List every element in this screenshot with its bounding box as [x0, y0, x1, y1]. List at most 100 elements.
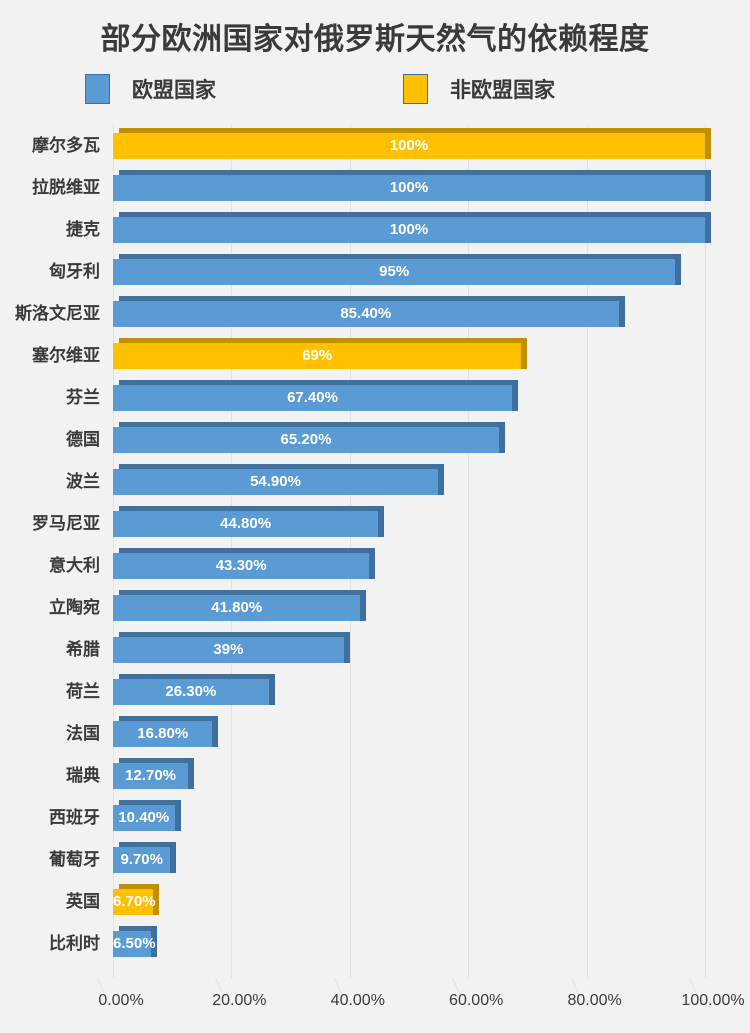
- bar-side-face: [521, 338, 528, 369]
- bar[interactable]: 100%: [113, 128, 711, 159]
- bar[interactable]: 6.70%: [113, 884, 159, 915]
- bar[interactable]: 39%: [113, 632, 350, 663]
- category-label: 荷兰: [66, 682, 100, 701]
- bar-front-face: [113, 847, 171, 873]
- bar[interactable]: 26.30%: [113, 674, 275, 705]
- category-label: 德国: [66, 430, 100, 449]
- bar-front-face: [113, 427, 499, 453]
- bar[interactable]: 69%: [113, 338, 528, 369]
- bar-clip: 69%: [113, 335, 750, 377]
- bar[interactable]: 43.30%: [113, 548, 376, 579]
- x-axis-tick: 100.00%: [681, 992, 745, 1009]
- bar-clip: 10.40%: [113, 797, 750, 839]
- bar-top-face: [119, 506, 385, 511]
- bar-value-label: 54.90%: [250, 473, 301, 490]
- x-axis-tick-labels: 0.00% 20.00% 40.00% 60.00% 80.00% 100.00%: [0, 992, 750, 1022]
- bar[interactable]: 100%: [113, 170, 711, 201]
- bar-top-face: [119, 422, 505, 427]
- category-label: 斯洛文尼亚: [15, 304, 100, 323]
- category-label: 瑞典: [66, 766, 100, 785]
- chart-bars: 摩尔多瓦 100% 拉脱维亚 100% 捷克 100% 匈牙利 95% 斯洛文尼亚 85.40% 塞…: [0, 125, 750, 965]
- bar-front-face: [113, 259, 676, 285]
- category-label: 立陶宛: [49, 598, 100, 617]
- bar-side-face: [151, 926, 158, 957]
- bar-side-face: [705, 212, 711, 243]
- bar[interactable]: 44.80%: [113, 506, 385, 537]
- chart-row: 荷兰 26.30%: [0, 671, 750, 713]
- bar-front-face: [113, 469, 438, 495]
- bar[interactable]: 41.80%: [113, 590, 367, 621]
- category-label: 比利时: [49, 934, 100, 953]
- bar[interactable]: 12.70%: [113, 758, 195, 789]
- bar-side-face: [268, 674, 275, 705]
- legend-label-non-eu: 非欧盟国家: [450, 78, 555, 102]
- chart-row: 罗马尼亚 44.80%: [0, 503, 750, 545]
- category-label: 希腊: [66, 640, 100, 659]
- category-label: 匈牙利: [49, 262, 100, 281]
- bar-side-face: [705, 170, 711, 201]
- chart-row: 瑞典 12.70%: [0, 755, 750, 797]
- bar[interactable]: 10.40%: [113, 800, 181, 831]
- chart-row: 塞尔维亚 69%: [0, 335, 750, 377]
- bar[interactable]: 16.80%: [113, 716, 219, 747]
- bar[interactable]: 65.20%: [113, 422, 505, 453]
- bar-clip: 65.20%: [113, 419, 750, 461]
- bar-value-label: 95%: [379, 263, 410, 280]
- chart-row: 匈牙利 95%: [0, 251, 750, 293]
- category-label: 捷克: [66, 220, 100, 239]
- bar-top-face: [119, 212, 711, 217]
- legend-swatch-non-eu: [403, 74, 428, 104]
- legend-item-eu[interactable]: 欧盟国家: [85, 72, 216, 106]
- bar[interactable]: 100%: [113, 212, 711, 243]
- bar-front-face: [113, 931, 152, 957]
- x-axis-tick: 60.00%: [449, 992, 504, 1009]
- bar-clip: 85.40%: [113, 293, 750, 335]
- bar-top-face: [119, 716, 219, 721]
- legend-swatch-eu: [85, 74, 110, 104]
- bar-top-face: [119, 254, 682, 259]
- bar-clip: 95%: [113, 251, 750, 293]
- x-axis-tick: 40.00%: [330, 992, 385, 1009]
- bar-value-label: 26.30%: [165, 683, 217, 700]
- page-title: 部分欧洲国家对俄罗斯天然气的依赖程度: [100, 23, 650, 56]
- bar-side-face: [369, 548, 376, 579]
- bar-top-face: [119, 842, 177, 847]
- bar-top-face: [119, 590, 367, 595]
- category-label: 罗马尼亚: [32, 514, 100, 533]
- bar-clip: 16.80%: [113, 713, 750, 755]
- bar-top-face: [119, 338, 528, 343]
- x-axis-tick: 20.00%: [212, 992, 267, 1009]
- bar-front-face: [113, 511, 379, 537]
- bar-side-face: [170, 842, 177, 873]
- bar[interactable]: 54.90%: [113, 464, 444, 495]
- legend-item-non-eu[interactable]: 非欧盟国家: [403, 72, 555, 106]
- bar-front-face: [113, 679, 269, 705]
- bar-clip: 9.70%: [113, 839, 750, 881]
- bar-side-face: [174, 800, 181, 831]
- bar-clip: 41.80%: [113, 587, 750, 629]
- bar-clip: 39%: [113, 629, 750, 671]
- chart-row: 英国 6.70%: [0, 881, 750, 923]
- chart-row: 法国 16.80%: [0, 713, 750, 755]
- bar[interactable]: 6.50%: [113, 926, 158, 957]
- bar-front-face: [113, 889, 153, 915]
- bar-top-face: [119, 632, 350, 637]
- bar-front-face: [113, 637, 344, 663]
- bar-side-face: [152, 884, 159, 915]
- bar-front-face: [113, 763, 189, 789]
- bar-side-face: [360, 590, 367, 621]
- bar[interactable]: 67.40%: [113, 380, 518, 411]
- bar[interactable]: 9.70%: [113, 842, 177, 873]
- bar[interactable]: 95%: [113, 254, 682, 285]
- bar-value-label: 69%: [302, 347, 333, 364]
- chart-row: 芬兰 67.40%: [0, 377, 750, 419]
- chart-row: 立陶宛 41.80%: [0, 587, 750, 629]
- bar-value-label: 100%: [389, 137, 429, 154]
- bar-value-label: 16.80%: [137, 725, 189, 742]
- bar-side-face: [705, 128, 711, 159]
- bar-clip: 100%: [113, 167, 750, 209]
- bar-front-face: [113, 595, 361, 621]
- bar-value-label: 41.80%: [211, 599, 263, 616]
- bar[interactable]: 85.40%: [113, 296, 625, 327]
